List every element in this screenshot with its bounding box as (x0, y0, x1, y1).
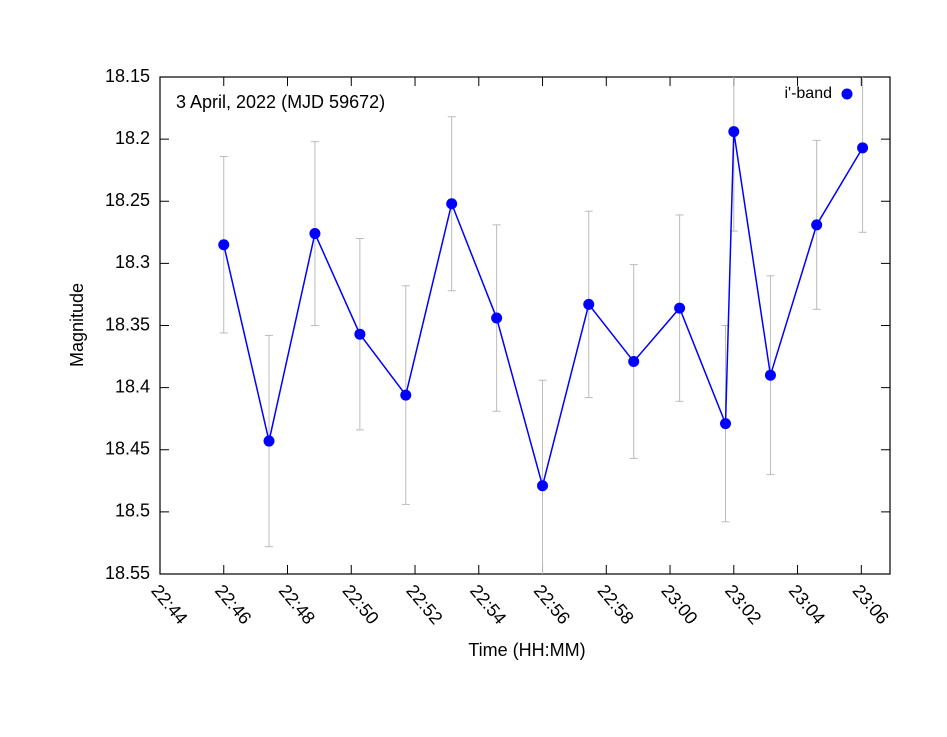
plot-area (218, 77, 869, 574)
x-tick-label: 22:46 (211, 581, 255, 628)
data-point (728, 126, 740, 138)
x-tick-label: 22:50 (339, 581, 383, 628)
data-point (537, 480, 549, 492)
legend-label: i'-band (784, 85, 832, 102)
x-tick-label: 23:00 (657, 581, 701, 628)
y-axis-label: Magnitude (67, 283, 87, 367)
y-tick-label: 18.35 (105, 314, 150, 334)
y-tick-label: 18.5 (115, 501, 150, 521)
y-tick-label: 18.4 (115, 376, 150, 396)
x-tick-label: 22:48 (275, 581, 319, 628)
data-point (764, 369, 776, 381)
data-point (857, 142, 869, 154)
x-tick-label: 23:06 (849, 581, 893, 628)
data-point (354, 328, 366, 340)
data-point (218, 239, 230, 251)
x-tick-label: 22:52 (402, 581, 446, 628)
x-tick-label: 23:04 (785, 581, 829, 628)
y-tick-label: 18.55 (105, 563, 150, 583)
data-point (583, 298, 595, 310)
y-tick-label: 18.2 (115, 128, 150, 148)
annotation: 3 April, 2022 (MJD 59672) (176, 92, 385, 112)
y-tick-label: 18.3 (115, 252, 150, 272)
x-tick-label: 22:44 (147, 581, 191, 628)
data-point (811, 219, 823, 231)
data-point (674, 302, 686, 314)
data-point (309, 228, 321, 240)
data-point (400, 389, 412, 401)
y-tick-label: 18.45 (105, 439, 150, 459)
data-point (446, 198, 458, 210)
legend-marker (841, 88, 853, 100)
data-point (628, 356, 640, 368)
data-point (491, 312, 503, 324)
x-tick-label: 23:02 (721, 581, 765, 628)
y-tick-label: 18.25 (105, 190, 150, 210)
data-point (263, 435, 275, 447)
x-axis-label: Time (HH:MM) (468, 640, 585, 660)
x-tick-label: 22:54 (466, 581, 510, 628)
y-tick-label: 18.15 (105, 66, 150, 86)
series-line (223, 131, 864, 489)
x-tick-label: 22:58 (594, 581, 638, 628)
data-point (720, 418, 732, 430)
x-tick-label: 22:56 (530, 581, 574, 628)
